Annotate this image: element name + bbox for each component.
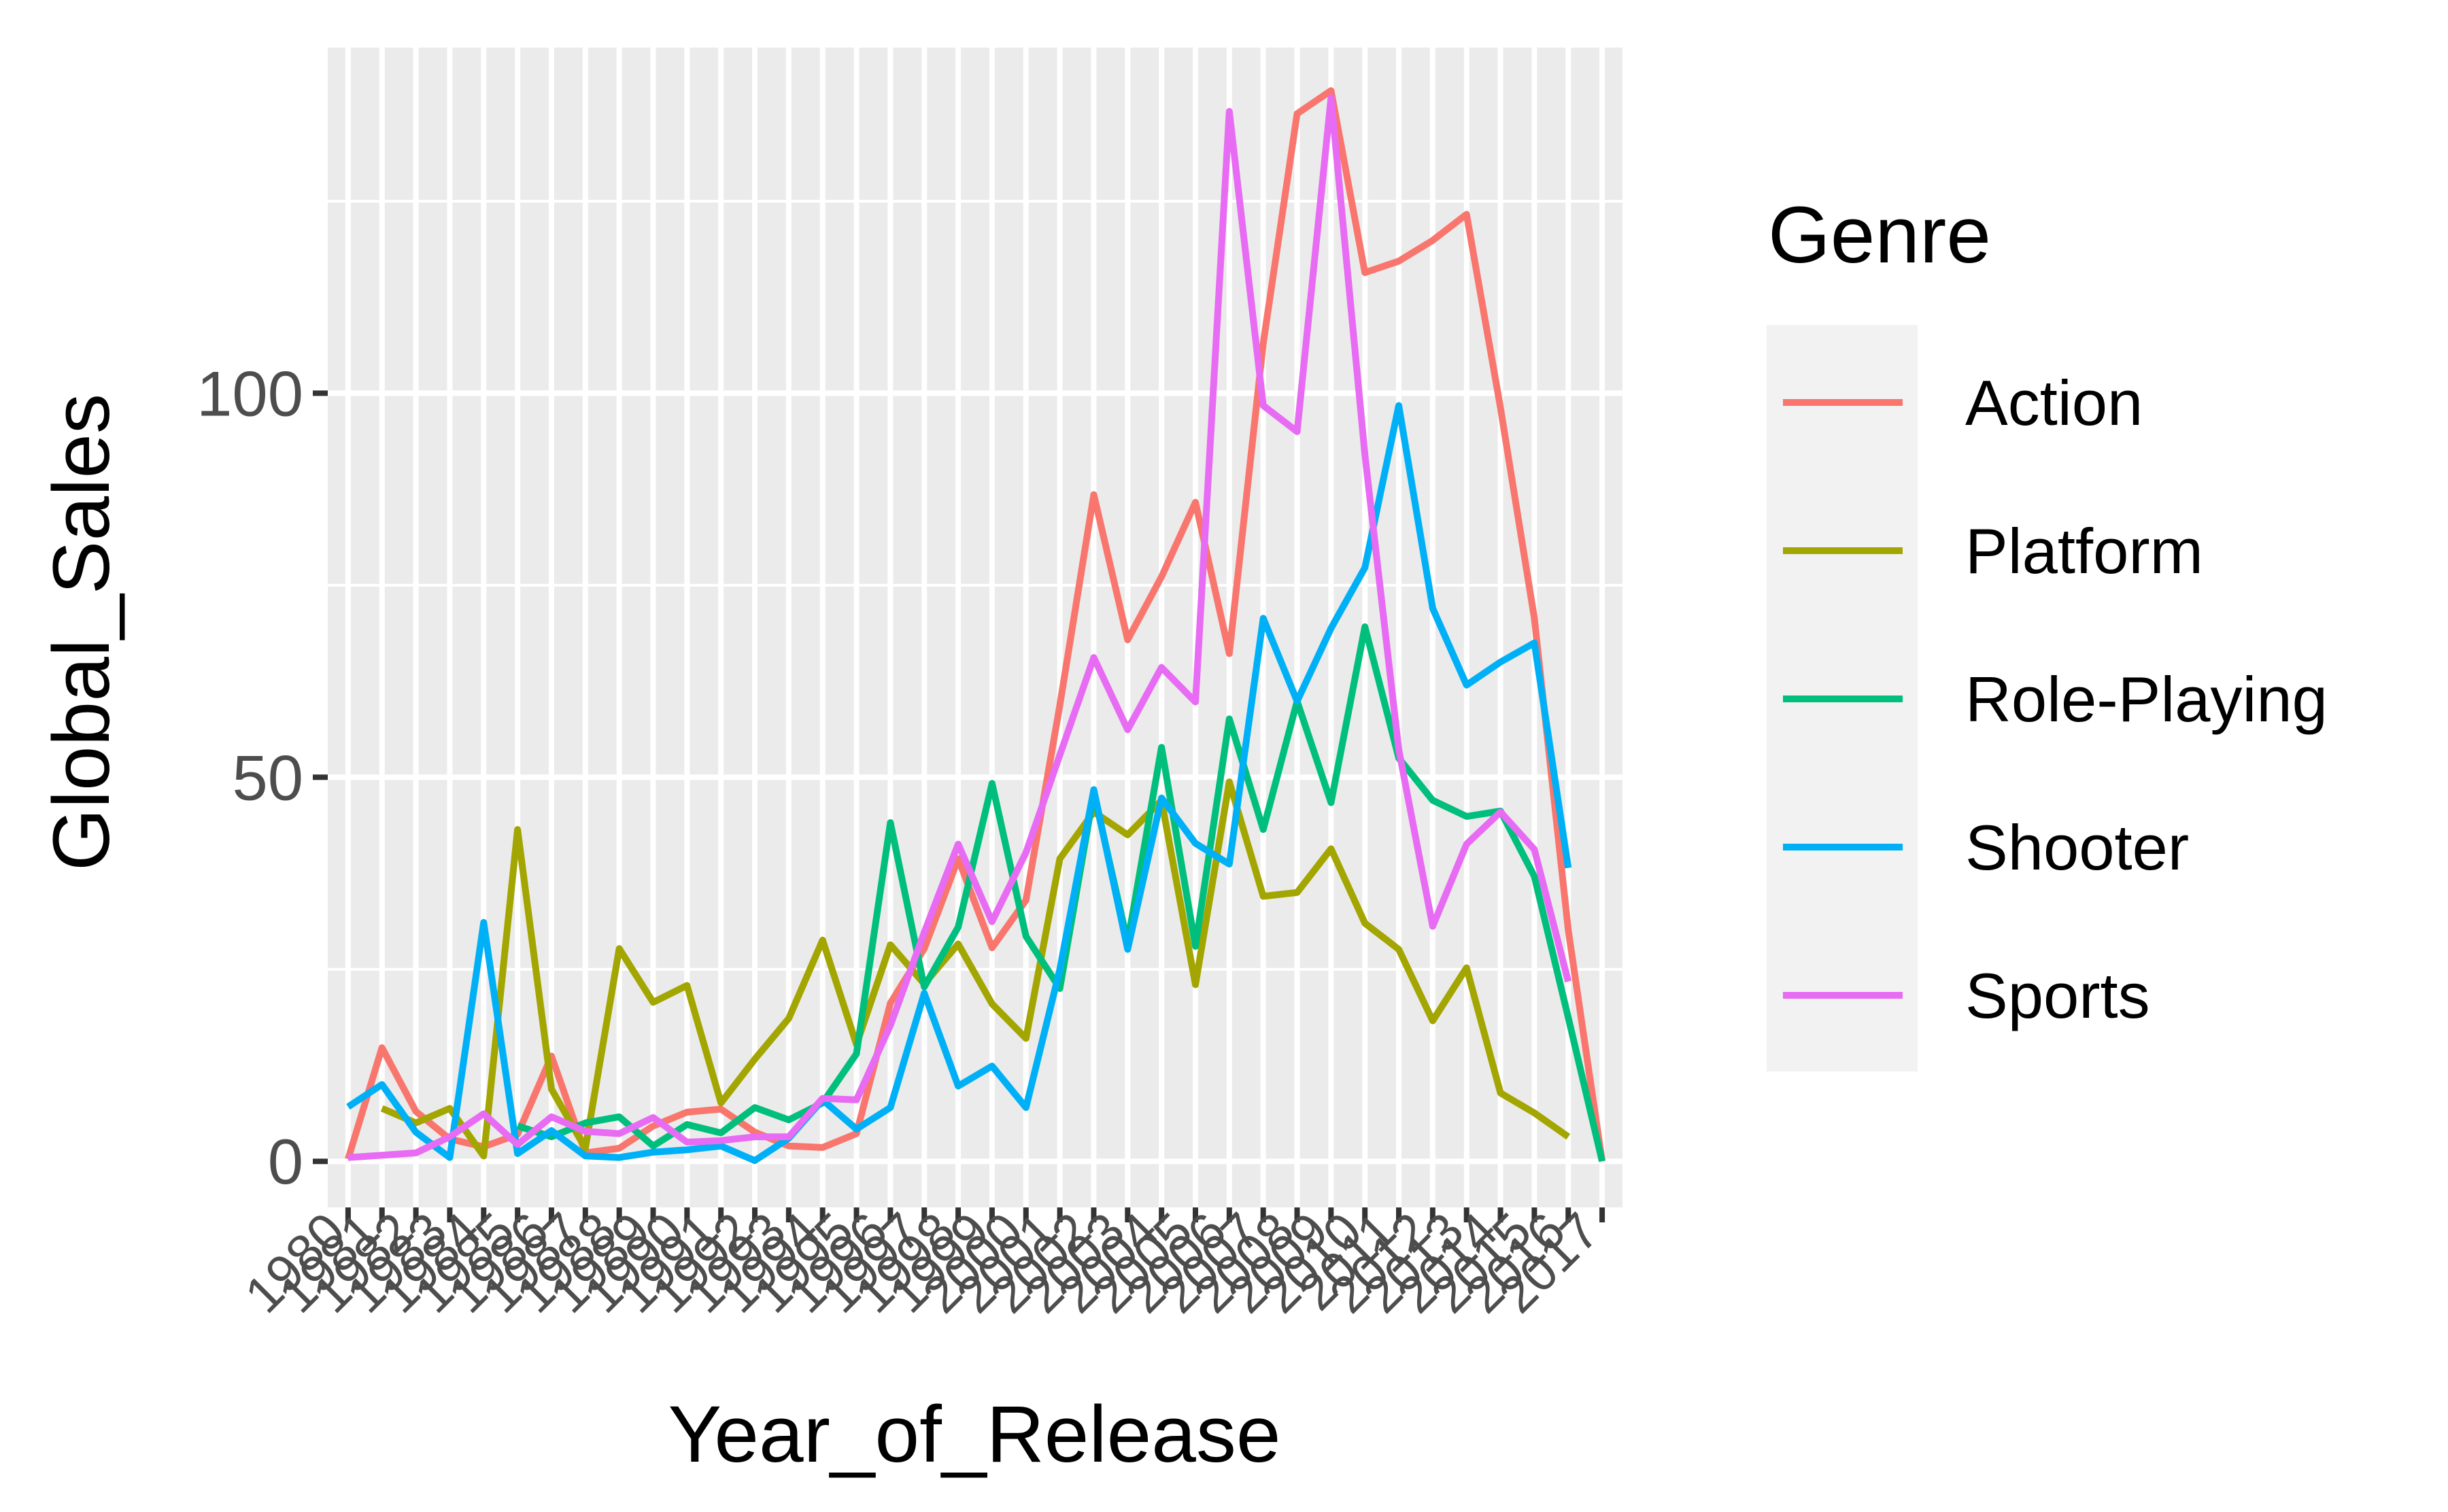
legend-label-action: Action bbox=[1965, 367, 2143, 439]
y-axis-title: Global_Sales bbox=[37, 394, 126, 871]
legend: Genre Action Platform Role-Playing Shooter S… bbox=[1767, 190, 2328, 1071]
y-tick-label: 0 bbox=[268, 1126, 303, 1197]
y-tick-label: 50 bbox=[232, 742, 303, 813]
series-line-action bbox=[345, 87, 1606, 1162]
x-axis-title: Year_of_Release bbox=[668, 1390, 1280, 1479]
series-line-sports bbox=[347, 94, 1572, 1161]
legend-label-platform: Platform bbox=[1965, 515, 2203, 587]
x-axis: 1980198119821983198419851986198719881989… bbox=[234, 1202, 1610, 1324]
series-line-role-playing bbox=[516, 623, 1605, 1163]
y-axis: 0 50 100 bbox=[197, 358, 328, 1197]
series-line-shooter bbox=[346, 402, 1572, 1165]
legend-label-role-playing: Role-Playing bbox=[1965, 664, 2328, 735]
legend-items: Action Platform Role-Playing Shooter Sports bbox=[1783, 367, 2328, 1031]
legend-label-shooter: Shooter bbox=[1965, 812, 2189, 883]
series-line-platform bbox=[380, 778, 1571, 1160]
series-lines bbox=[345, 87, 1606, 1165]
y-tick-label: 100 bbox=[197, 358, 303, 429]
plot-panel bbox=[328, 48, 1622, 1207]
legend-label-sports: Sports bbox=[1965, 960, 2150, 1031]
legend-title: Genre bbox=[1768, 190, 1991, 280]
